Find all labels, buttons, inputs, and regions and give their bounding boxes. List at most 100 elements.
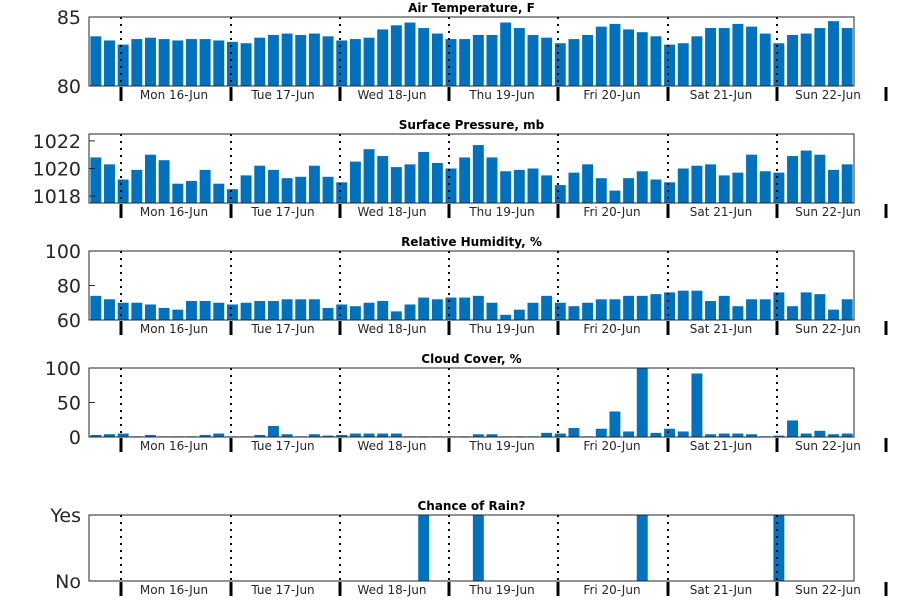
bar — [582, 302, 594, 320]
panel-title: Chance of Rain? — [417, 499, 525, 513]
chart-panel-3: Cloud Cover, % 0 50 100 Mon 16-Jun Tue 17-Jun… — [45, 352, 888, 453]
bar — [377, 29, 389, 87]
bar — [308, 33, 320, 86]
bar — [500, 22, 512, 86]
bar — [145, 304, 156, 320]
bar — [117, 302, 129, 320]
bar — [486, 434, 498, 437]
bar — [787, 306, 798, 320]
bar — [308, 299, 320, 320]
bar — [145, 434, 156, 437]
bar — [541, 37, 553, 86]
bar — [609, 23, 621, 86]
bar — [814, 430, 826, 437]
axes-box — [88, 16, 855, 87]
bar — [800, 150, 812, 203]
bar — [185, 39, 197, 86]
bar — [90, 295, 102, 320]
bar — [295, 176, 307, 203]
bar — [513, 309, 525, 320]
panel-title: Cloud Cover, % — [421, 352, 521, 366]
bar — [472, 145, 484, 203]
bar — [718, 433, 730, 437]
bar — [746, 26, 758, 86]
bar — [787, 420, 798, 437]
bar — [281, 434, 293, 437]
bar — [568, 172, 580, 203]
bar — [267, 301, 279, 320]
x-tick-label: Thu 19-Jun — [468, 583, 534, 597]
bar — [472, 295, 484, 320]
x-tick-label: Thu 19-Jun — [468, 88, 534, 102]
bar — [404, 304, 416, 320]
bar — [363, 37, 375, 86]
bar — [541, 175, 553, 203]
chart-panel-0: Air Temperature, F 80 85 Mon 16-Jun Tue 17-J… — [57, 1, 888, 102]
x-tick-label: Sat 21-Jun — [690, 88, 753, 102]
x-tick-label: Fri 20-Jun — [583, 322, 640, 336]
bar — [541, 295, 553, 320]
bar — [158, 307, 170, 320]
x-tick-label: Thu 19-Jun — [468, 439, 534, 453]
bar — [445, 168, 457, 203]
bar — [732, 172, 744, 203]
bar — [746, 299, 758, 320]
x-tick-label: Wed 18-Jun — [358, 205, 427, 219]
bar — [691, 165, 703, 203]
bar — [814, 154, 826, 203]
bar — [104, 434, 115, 437]
x-tick-label: Mon 16-Jun — [140, 322, 208, 336]
x-tick-label: Tue 17-Jun — [250, 439, 314, 453]
x-tick-label: Sun 22-Jun — [795, 88, 861, 102]
bar — [623, 295, 635, 320]
axes-box — [88, 367, 855, 438]
bar — [787, 156, 798, 203]
bar — [390, 25, 402, 87]
y-tick-label: 100 — [45, 241, 81, 263]
bar — [527, 34, 539, 86]
y-tick-label: 85 — [57, 7, 81, 29]
bar — [595, 299, 607, 320]
bar — [677, 168, 689, 203]
bar — [377, 301, 389, 320]
bar — [226, 304, 238, 320]
bar — [828, 169, 839, 203]
bar — [390, 311, 402, 321]
bar — [527, 302, 539, 320]
x-tick-label: Mon 16-Jun — [140, 583, 208, 597]
x-tick-label: Mon 16-Jun — [140, 439, 208, 453]
bar — [349, 161, 361, 203]
bar — [691, 36, 703, 86]
x-tick-label: Mon 16-Jun — [140, 205, 208, 219]
bar — [773, 292, 785, 320]
bar — [349, 306, 361, 320]
x-tick-label: Sun 22-Jun — [795, 205, 861, 219]
bar — [172, 309, 184, 320]
y-tick-label: 50 — [57, 393, 81, 415]
bar — [185, 301, 197, 320]
bar — [90, 157, 102, 203]
bar — [336, 40, 348, 86]
bar — [213, 183, 225, 203]
bar — [732, 23, 744, 86]
x-tick-label: Tue 17-Jun — [250, 322, 314, 336]
x-tick-label: Tue 17-Jun — [250, 583, 314, 597]
bar — [609, 299, 621, 320]
bar — [281, 33, 293, 86]
bar — [486, 157, 498, 203]
x-tick-label: Fri 20-Jun — [583, 88, 640, 102]
bar — [308, 434, 320, 437]
bar — [568, 428, 580, 437]
x-tick-label: Fri 20-Jun — [583, 205, 640, 219]
bar — [609, 190, 621, 203]
axes-box — [88, 514, 855, 582]
x-tick-label: Fri 20-Jun — [583, 583, 640, 597]
bar — [773, 172, 785, 203]
y-tick-label: 1022 — [33, 131, 81, 153]
y-tick-label: 100 — [45, 358, 81, 380]
bar — [336, 304, 348, 320]
bar — [199, 169, 211, 203]
bar — [691, 373, 703, 437]
bar — [718, 295, 730, 320]
bar — [636, 515, 648, 581]
